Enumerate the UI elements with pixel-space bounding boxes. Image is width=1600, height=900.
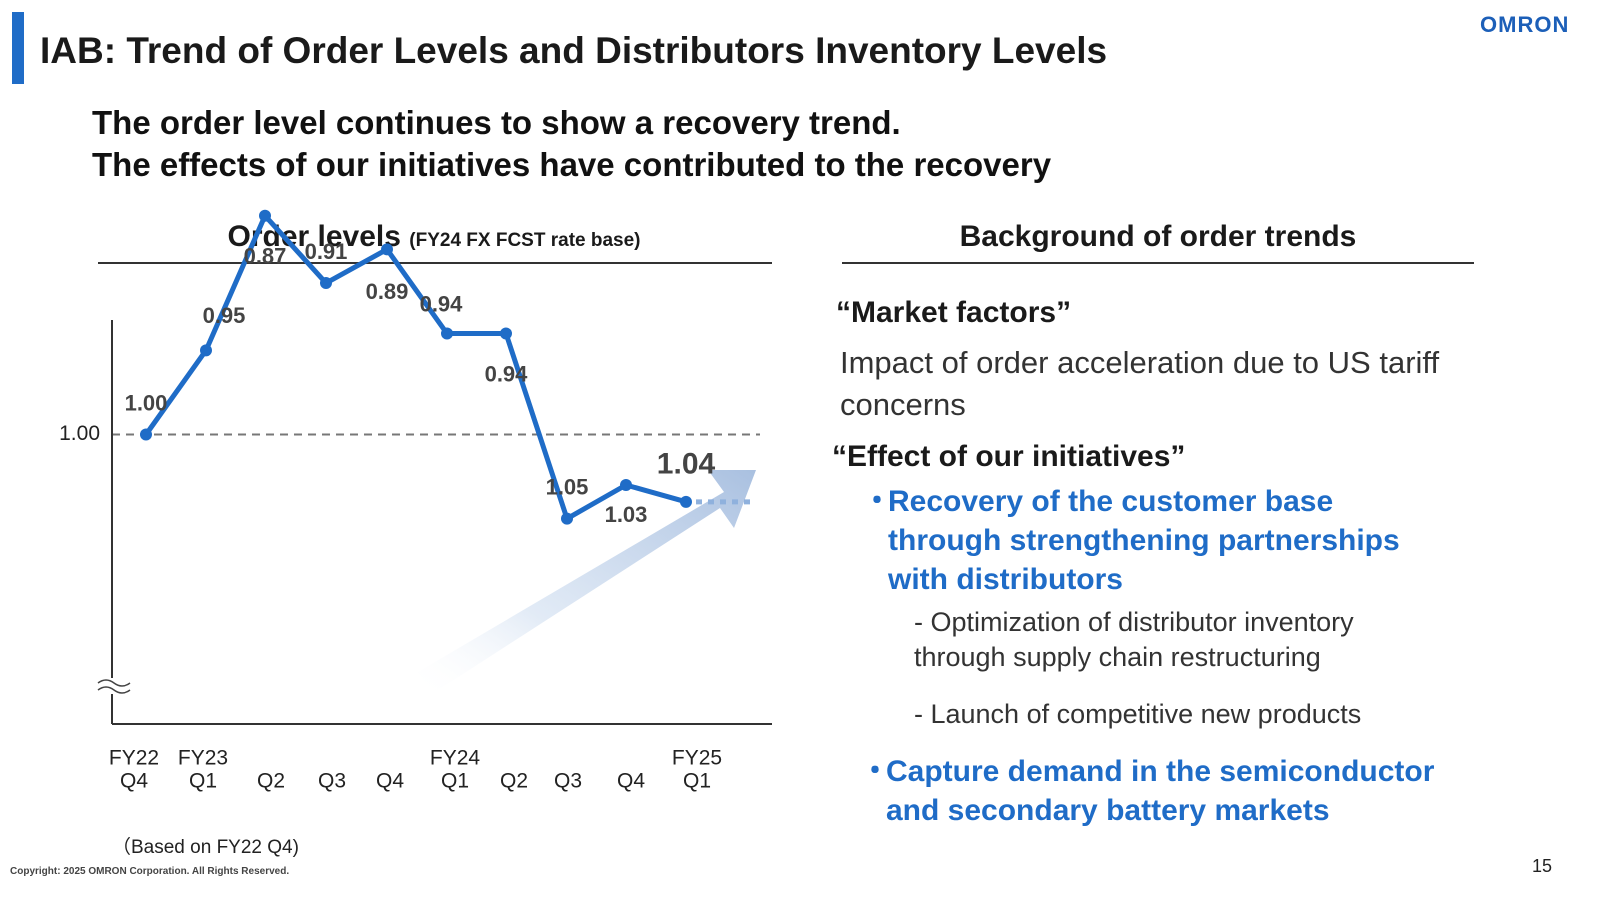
initiative-2-line-2: and secondary battery markets	[886, 794, 1330, 827]
x-tick-quarter-8: Q4	[617, 770, 645, 793]
market-factors-heading: “Market factors”	[836, 296, 1072, 329]
reference-line-label: 1.00	[59, 422, 100, 445]
data-label-8: 1.03	[605, 502, 648, 527]
headline-line-2: The effects of our initiatives have cont…	[92, 146, 1052, 183]
market-factors-text: Impact of order acceleration due to US t…	[840, 345, 1440, 422]
bullet-icon: ・	[862, 485, 892, 518]
page-number: 15	[1532, 856, 1553, 876]
initiative-1-line-3: with distributors	[888, 563, 1123, 596]
data-point-1	[200, 344, 212, 357]
data-point-8	[620, 478, 632, 491]
x-tick-year-1: FY23	[178, 747, 228, 770]
sub-item-2: - Launch of competitive new products	[914, 699, 1362, 729]
initiative-1-line-2: through strengthening partnerships	[888, 524, 1400, 557]
data-point-5	[441, 327, 453, 340]
data-label-2: 0.87	[244, 244, 287, 269]
data-point-0	[140, 428, 152, 441]
copyright: Copyright: 2025 OMRON Corporation. All R…	[10, 866, 290, 877]
chart-base-note: （Based on FY22 Q4)	[112, 837, 299, 858]
trend-arrow	[418, 470, 756, 694]
initiative-2-line-1: Capture demand in the semiconductor	[886, 755, 1435, 788]
x-tick-quarter-0: Q4	[120, 770, 148, 793]
data-label-5: 0.94	[420, 291, 464, 316]
data-point-7	[561, 512, 573, 525]
x-tick-quarter-2: Q2	[257, 770, 285, 793]
data-labels: 1.00 0.95 0.87 0.91 0.89 0.94 0.94 1.05 1.03 1.04	[125, 239, 716, 527]
x-tick-quarter-1: Q1	[189, 770, 217, 793]
omron-logo: OMRON	[1480, 12, 1570, 37]
data-point-6	[500, 327, 512, 340]
data-point-2	[259, 209, 271, 222]
chart-section-rule	[98, 262, 772, 264]
axis-break-icon	[96, 678, 134, 694]
title-accent-bar	[12, 12, 24, 84]
x-tick-year-5: FY24	[430, 747, 481, 770]
initiatives-heading: “Effect of our initiatives”	[832, 440, 1186, 473]
headline-line-1: The order level continues to show a reco…	[92, 104, 901, 141]
page-title: IAB: Trend of Order Levels and Distribut…	[40, 30, 1108, 71]
background-section-title: Background of order trends	[959, 220, 1357, 253]
x-tick-quarter-4: Q4	[376, 770, 404, 793]
sub-item-1-line-2: through supply chain restructuring	[914, 642, 1321, 672]
x-tick-quarter-9: Q1	[683, 770, 711, 793]
data-points	[140, 209, 692, 525]
chart-subtitle: (FY24 FX FCST rate base)	[409, 230, 641, 251]
chart-section-title: Order levels (FY24 FX FCST rate base)	[98, 220, 770, 254]
data-point-4	[381, 243, 393, 256]
x-tick-quarter-5: Q1	[441, 770, 469, 793]
data-label-6: 0.94	[485, 361, 529, 386]
x-tick-quarter-6: Q2	[500, 770, 528, 793]
data-point-9	[680, 495, 692, 508]
data-label-3: 0.91	[305, 239, 348, 264]
sub-item-1-line-1: - Optimization of distributor inventory	[914, 607, 1354, 637]
data-label-7: 1.05	[546, 474, 589, 499]
data-point-3	[320, 277, 332, 290]
bullet-icon: ・	[860, 755, 890, 788]
data-label-4: 0.89	[366, 279, 409, 304]
x-tick-year-9: FY25	[672, 747, 722, 770]
data-label-1: 0.95	[203, 303, 246, 328]
initiative-1-line-1: Recovery of the customer base	[888, 485, 1334, 518]
data-label-0: 1.00	[125, 390, 168, 415]
order-level-line	[143, 213, 689, 522]
x-tick-quarter-7: Q3	[554, 770, 582, 793]
data-label-9: 1.04	[657, 448, 716, 481]
background-section-rule	[842, 262, 1474, 264]
x-tick-year-0: FY22	[109, 747, 159, 770]
x-tick-quarter-3: Q3	[318, 770, 346, 793]
